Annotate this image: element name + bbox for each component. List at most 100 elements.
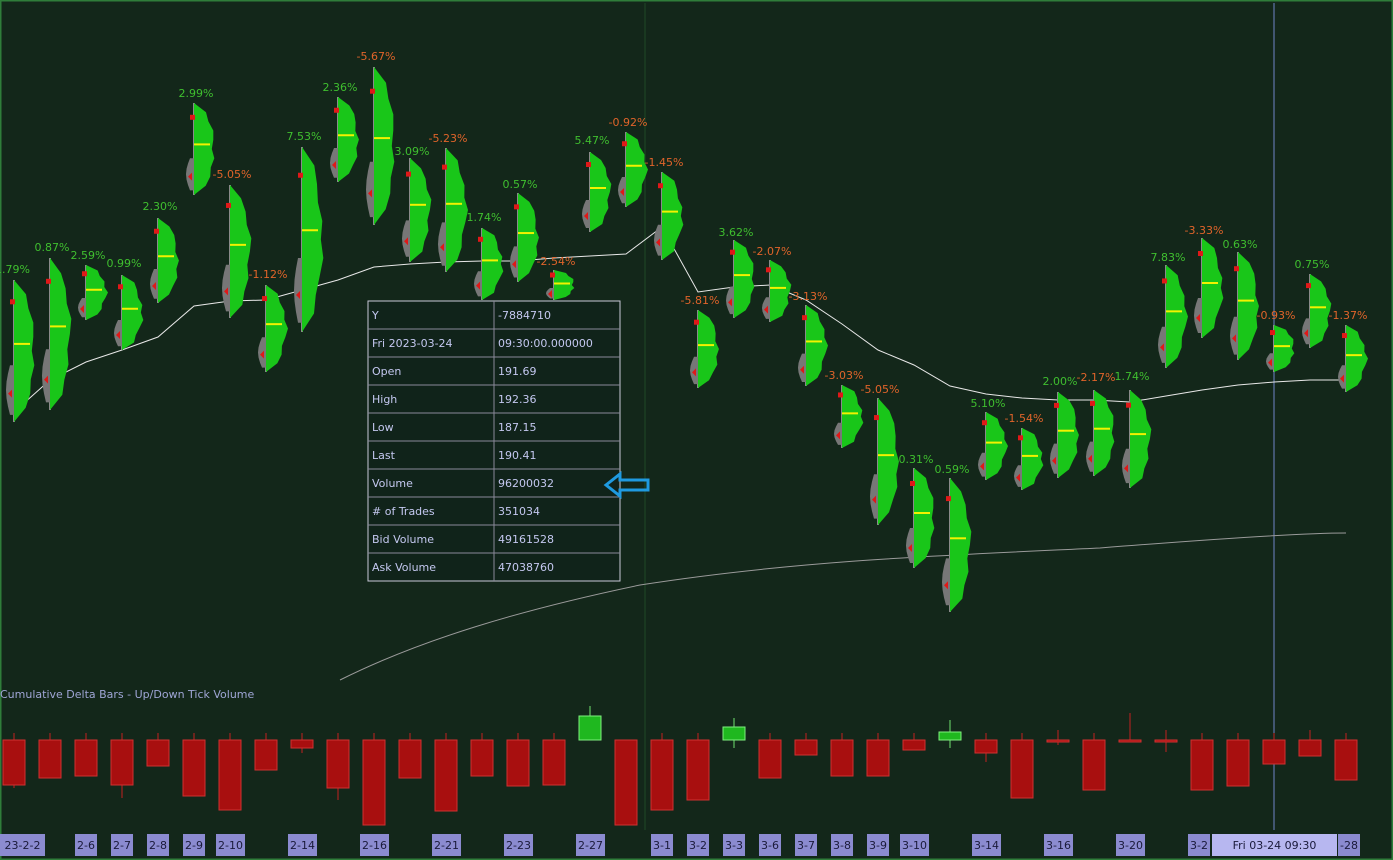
volume-profile-bid	[42, 349, 50, 403]
delta-bar	[758, 739, 782, 779]
open-marker	[910, 481, 915, 486]
close-marker	[1304, 329, 1308, 338]
x-label-bg	[111, 834, 133, 856]
volume-profile	[1130, 390, 1152, 488]
open-marker	[226, 202, 231, 208]
open-marker	[442, 164, 447, 170]
x-label-bg	[216, 834, 245, 856]
volume-profile	[1202, 238, 1224, 338]
volume-profile	[50, 258, 72, 410]
tooltip-key: Open	[372, 365, 401, 378]
volume-profile	[446, 148, 468, 272]
x-label: 3-2	[1190, 839, 1208, 852]
delta-bar	[938, 731, 962, 741]
close-marker	[1268, 358, 1272, 367]
x-label: 2-23	[506, 839, 531, 852]
open-marker	[478, 236, 483, 242]
close-marker	[944, 581, 948, 590]
x-label-bg	[831, 834, 853, 856]
x-label-bg	[1188, 834, 1210, 856]
volume-profile-bid	[1122, 448, 1130, 484]
close-marker	[1052, 456, 1056, 465]
delta-bar	[290, 739, 314, 749]
delta-bar	[362, 739, 386, 826]
x-label-bg	[504, 834, 533, 856]
tooltip-key: Low	[372, 421, 394, 434]
delta-bar	[830, 739, 854, 777]
x-label-bg	[1212, 834, 1337, 856]
volume-profile	[338, 97, 359, 182]
delta-bar	[146, 739, 170, 767]
x-label: 2-16	[362, 839, 387, 852]
delta-bar	[614, 739, 638, 826]
profile-label: -1.45%	[645, 156, 684, 169]
volume-profile	[1346, 325, 1368, 392]
volume-profile	[626, 132, 648, 207]
volume-profile	[518, 193, 539, 282]
tooltip-key: High	[372, 393, 397, 406]
delta-bar	[1046, 739, 1070, 743]
open-marker	[946, 496, 951, 502]
close-marker	[1124, 464, 1128, 473]
delta-bar	[506, 739, 530, 787]
volume-profile-bid	[402, 220, 410, 257]
volume-profile-bid	[654, 224, 662, 256]
tooltip-key: Ask Volume	[372, 561, 436, 574]
delta-bar	[1118, 739, 1142, 743]
close-marker	[980, 462, 984, 471]
volume-profile-bid	[222, 264, 230, 312]
volume-profile	[1058, 392, 1079, 478]
x-label-bg	[651, 834, 673, 856]
tooltip-value: 96200032	[498, 477, 554, 490]
delta-bar	[470, 739, 494, 777]
volume-profile-bid	[150, 269, 158, 299]
open-marker	[802, 315, 807, 321]
open-marker	[694, 319, 699, 325]
close-marker	[296, 291, 300, 299]
x-label: 2-6	[77, 839, 95, 852]
tooltip-key: Last	[372, 449, 396, 462]
open-marker	[874, 415, 879, 421]
open-marker	[154, 228, 159, 234]
delta-bar	[326, 739, 350, 789]
open-marker	[1234, 266, 1239, 272]
x-label: 23-2-2	[5, 839, 41, 852]
open-marker	[370, 88, 375, 94]
volume-profile-bid	[330, 148, 338, 178]
volume-profile-bid	[1158, 326, 1166, 363]
x-label-bg	[972, 834, 1001, 856]
profile-label: 0.63%	[1223, 238, 1258, 251]
profile-label: -1.12%	[249, 268, 288, 281]
profile-label: -5.81%	[681, 294, 720, 307]
volume-profile	[1310, 274, 1332, 348]
volume-profile-bid	[798, 353, 806, 382]
close-marker	[512, 260, 516, 269]
volume-profile-bid	[1050, 443, 1058, 474]
x-label-bg	[0, 834, 45, 856]
x-label-bg	[75, 834, 97, 856]
open-marker	[334, 107, 339, 113]
volume-profile-bid	[1230, 316, 1238, 355]
volume-profile	[266, 285, 288, 372]
volume-profile	[842, 385, 864, 448]
volume-profile-bid	[186, 158, 194, 191]
profile-label: 0.59%	[935, 463, 970, 476]
volume-profile	[662, 172, 684, 260]
profile-label: 5.47%	[575, 134, 610, 147]
close-marker	[872, 495, 876, 504]
close-marker	[44, 375, 48, 384]
x-label-bg	[900, 834, 929, 856]
open-marker	[262, 296, 267, 302]
open-marker	[1018, 435, 1023, 441]
profile-label: 7.83%	[1151, 251, 1186, 264]
volume-profile-bid	[1086, 441, 1094, 472]
profile-label: 5.10%	[971, 397, 1006, 410]
close-marker	[656, 238, 660, 247]
long-average	[339, 532, 1347, 681]
profile-label: 0.75%	[1295, 258, 1330, 271]
open-marker	[1090, 400, 1095, 406]
profile-label: 1.74%	[467, 211, 502, 224]
volume-profile	[86, 265, 108, 320]
close-marker	[1340, 374, 1344, 383]
x-label-bg	[1338, 834, 1360, 856]
